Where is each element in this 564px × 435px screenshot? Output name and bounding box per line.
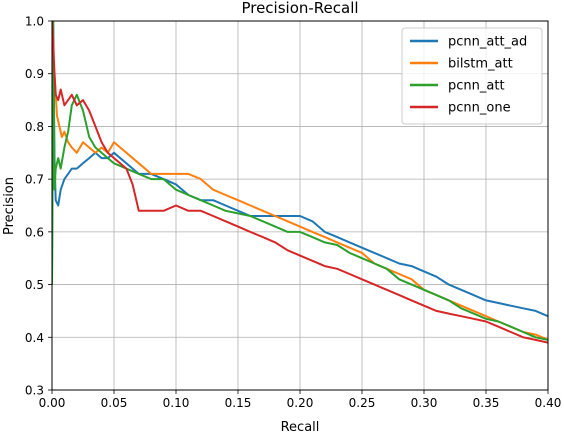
legend-label: pcnn_att_ad	[448, 35, 527, 50]
y-tick-label: 0.8	[25, 120, 44, 134]
x-tick-label: 0.40	[535, 396, 562, 410]
legend-label: bilstm_att	[448, 57, 513, 72]
y-tick-label: 1.0	[25, 15, 44, 29]
y-tick-label: 0.3	[25, 384, 44, 398]
legend-label: pcnn_att	[448, 79, 505, 94]
legend-box	[401, 27, 543, 125]
x-tick-label: 0.00	[39, 396, 66, 410]
legend: pcnn_att_ad bilstm_att pcnn_att pcnn_one	[401, 27, 543, 125]
y-tick-label: 0.9	[25, 67, 44, 81]
legend-label: pcnn_one	[448, 101, 511, 116]
x-axis-label: Recall	[281, 420, 320, 435]
x-tick-label: 0.30	[411, 396, 438, 410]
y-tick-label: 0.4	[25, 331, 44, 345]
y-tick-label: 0.5	[25, 278, 44, 292]
plot-frame	[51, 20, 549, 391]
series-line-pcnn-att	[52, 21, 548, 341]
y-tick-label: 0.6	[25, 225, 44, 239]
x-axis-ticks: 0.00 0.05 0.10 0.15 0.20 0.25 0.30 0.35 0.40	[39, 390, 562, 410]
x-tick-label: 0.20	[287, 396, 314, 410]
series-lines	[52, 21, 548, 344]
series-line-pcnn-one	[52, 21, 548, 344]
chart-title: Precision-Recall	[241, 0, 358, 17]
x-tick-label: 0.25	[349, 396, 376, 410]
series-line-pcnn-att-ad	[52, 21, 548, 318]
x-tick-label: 0.35	[473, 396, 500, 410]
y-axis-label: Precision	[2, 177, 17, 235]
x-tick-label: 0.15	[225, 396, 252, 410]
y-axis-ticks: 0.3 0.4 0.5 0.6 0.7 0.8 0.9 1.0	[25, 15, 52, 398]
x-tick-label: 0.10	[163, 396, 190, 410]
x-tick-label: 0.05	[101, 396, 128, 410]
y-tick-label: 0.7	[25, 173, 44, 187]
